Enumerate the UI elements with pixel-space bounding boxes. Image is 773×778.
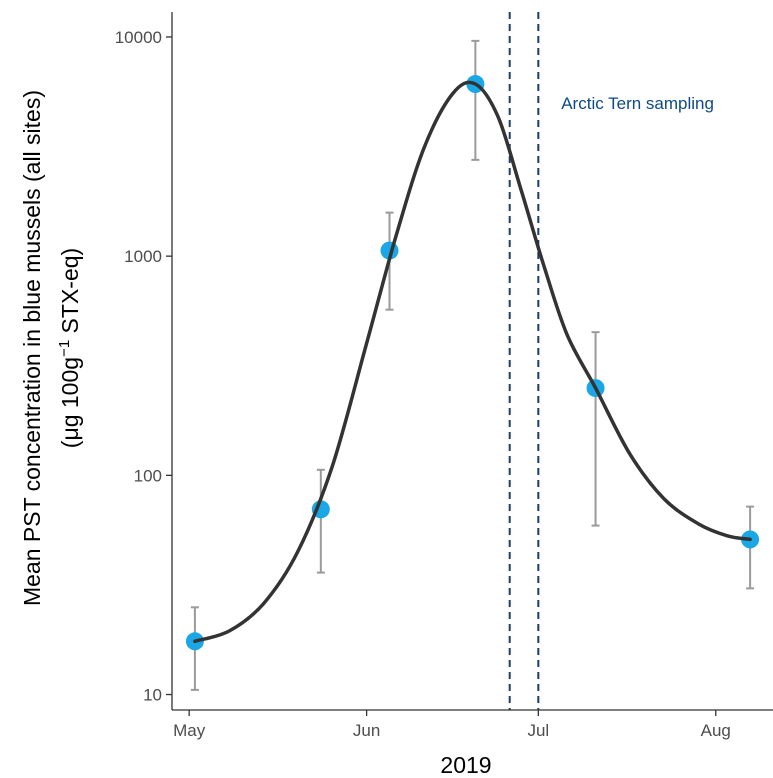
x-tick-label-jun: Jun xyxy=(353,721,380,740)
y-axis-title-line2: (μg 100g−1 STX-eq) xyxy=(56,248,83,448)
fit-curve xyxy=(193,80,752,644)
x-tick-label-may: May xyxy=(173,721,206,740)
errorbar-5 xyxy=(591,331,600,527)
errorbar-4 xyxy=(471,39,480,161)
x-tick-label-jul: Jul xyxy=(527,721,549,740)
y-tick-label-100: 100 xyxy=(134,466,162,485)
y-tick-label-10: 10 xyxy=(143,686,162,705)
y-tick-label-1000: 1000 xyxy=(124,247,162,266)
annotation-label: Arctic Tern sampling xyxy=(561,94,714,113)
axes: 10 100 1000 10000 May Jun Jul Aug xyxy=(115,12,773,740)
plot-area: Arctic Tern sampling xyxy=(185,12,760,710)
y-axis-title-line1: Mean PST concentration in blue mussels (… xyxy=(19,90,45,606)
y-tick-label-10000: 10000 xyxy=(115,28,162,47)
x-tick-label-aug: Aug xyxy=(701,721,731,740)
errorbar-2 xyxy=(316,468,325,574)
x-axis-title: 2019 xyxy=(440,752,491,778)
